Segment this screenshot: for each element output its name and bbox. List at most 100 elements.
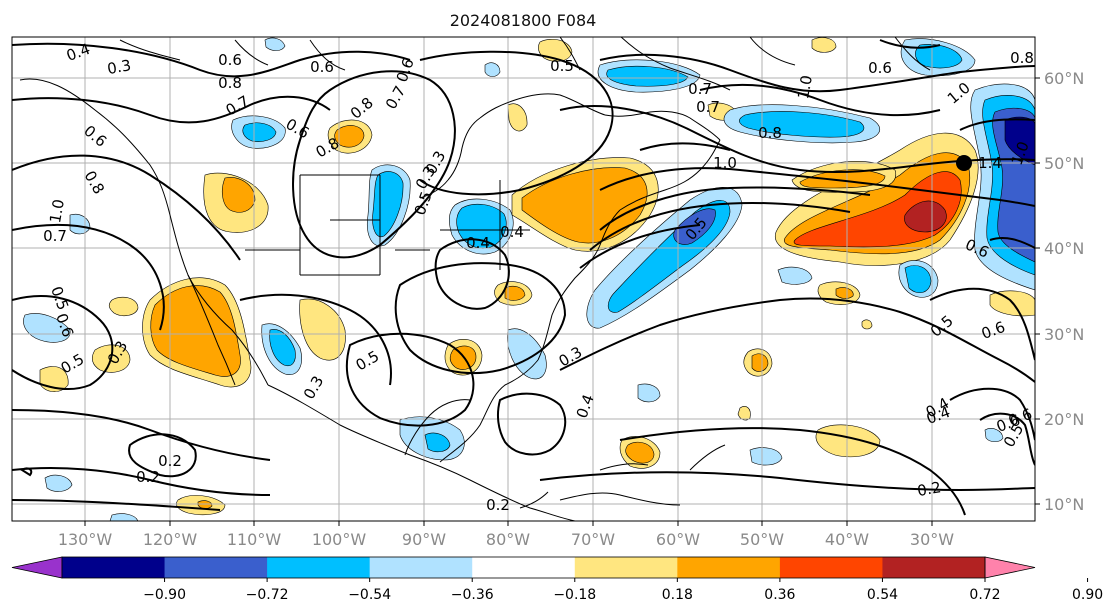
shaded-region: [904, 200, 947, 233]
colorbar-tick-label: −0.36: [451, 587, 494, 603]
contour-line: [949, 387, 1035, 441]
contour-label: 0.7: [696, 98, 720, 116]
contour-line: [12, 42, 411, 78]
shaded-region: [625, 442, 655, 464]
contour-label: 0.6: [868, 59, 892, 77]
colorbar-segment: [369, 557, 473, 578]
center-marker: [956, 155, 972, 171]
coastline-path: [234, 39, 269, 66]
contour-label: 1.0: [794, 74, 816, 101]
shaded-region: [221, 177, 256, 213]
contour-line: [345, 332, 475, 427]
lon-tick-label: 50°W: [740, 530, 784, 549]
contour-line: [929, 287, 1035, 361]
contour-line: [128, 433, 197, 478]
coastline-path: [245, 180, 530, 270]
coastline-path: [537, 209, 621, 361]
contour-label: 0.7: [43, 227, 67, 245]
contour-label: 1.0: [713, 154, 737, 172]
shaded-region: [108, 296, 139, 317]
lon-tick-label: 40°W: [825, 530, 869, 549]
colorbar-segment: [267, 557, 371, 578]
colorbar-tick-label: 0.90: [1072, 587, 1103, 603]
colorbar-segment: [677, 557, 781, 578]
coastlines-and-borders: [19, 37, 931, 521]
contour-line: [979, 412, 1035, 466]
coastline-path: [404, 399, 471, 456]
colorbar-tick-label: 0.18: [662, 587, 693, 603]
contour-label: 0.8: [218, 74, 242, 92]
colorbar-tick-label: −0.18: [553, 587, 596, 603]
coastline-path: [894, 37, 931, 71]
contour-label: 0.2: [916, 478, 943, 500]
shaded-region: [264, 37, 286, 51]
contour-line: [989, 237, 1035, 249]
contour-line: [12, 409, 271, 461]
contour-line: [419, 50, 614, 196]
colorbar-max-extend: [984, 556, 1036, 579]
shaded-region: [739, 111, 865, 138]
colorbar-tick-label: −0.54: [348, 587, 391, 603]
coastline-path: [559, 492, 681, 506]
lon-tick-label: 120°W: [143, 530, 198, 549]
colorbar-tick-label: 0.54: [867, 587, 898, 603]
coastline-path: [599, 463, 649, 471]
coastline-path: [519, 491, 549, 509]
shaded-region: [637, 383, 661, 403]
contour-line: [599, 186, 871, 231]
colorbar-segment: [882, 557, 986, 578]
lat-tick-label: 20°N: [1044, 410, 1084, 429]
lon-tick-label: 110°W: [227, 530, 282, 549]
contour-label: 0.4: [466, 234, 490, 252]
contour-label: 0.8: [1010, 49, 1034, 67]
shaded-region: [737, 406, 751, 421]
shaded-region: [44, 474, 73, 492]
contour-line: [639, 142, 731, 151]
coastline-path: [187, 274, 236, 386]
coastline-path: [749, 37, 796, 66]
shaded-region: [424, 432, 451, 453]
shaded-region: [23, 313, 71, 343]
shaded-region: [150, 285, 241, 377]
shaded-region: [109, 513, 139, 521]
contour-label: 0.3: [106, 56, 133, 78]
colorbar-frame: [61, 556, 986, 579]
contour-line: [599, 167, 1035, 207]
shaded-region: [1004, 116, 1035, 166]
contour-line: [394, 262, 567, 375]
colorbar-segment: [779, 557, 883, 578]
contour-line: [539, 471, 1035, 492]
shaded-region: [815, 424, 881, 458]
shaded-region: [242, 122, 277, 142]
lon-tick-label: 80°W: [486, 530, 530, 549]
coastline-path: [309, 39, 346, 71]
shaded-region: [449, 345, 477, 370]
colorbar-segment: [574, 557, 678, 578]
coastline-path: [620, 37, 731, 91]
contour-line: [619, 427, 966, 516]
contour-line: [699, 83, 941, 117]
colorbar: −0.90 −0.72 −0.54 −0.36 −0.18 0.18 0.36 0.54 0.7…: [11, 556, 1103, 603]
lon-tick-label: 130°W: [58, 530, 113, 549]
shaded-region: [915, 44, 963, 69]
contour-line: [12, 295, 114, 391]
contour-line: [12, 499, 221, 511]
colorbar-segment: [472, 557, 576, 578]
contour-line: [559, 105, 1035, 174]
shaded-region: [507, 103, 528, 132]
lat-tick-label: 60°N: [1044, 69, 1084, 88]
contour-line: [434, 238, 510, 310]
colorbar-tick-label: −0.72: [246, 587, 289, 603]
lon-tick-label: 60°W: [656, 530, 700, 549]
contour-line: [239, 293, 392, 386]
contour-label: 0.4: [500, 223, 524, 241]
lat-tick-label: 40°N: [1044, 239, 1084, 258]
shaded-region: [673, 208, 716, 245]
graticule-gridlines: [12, 37, 1035, 521]
shaded-region: [861, 319, 873, 330]
colorbar-min-extend: [11, 556, 63, 579]
coastline-path: [267, 384, 576, 521]
contour-line: [599, 53, 1035, 93]
contour-label: 0.2: [158, 452, 182, 470]
